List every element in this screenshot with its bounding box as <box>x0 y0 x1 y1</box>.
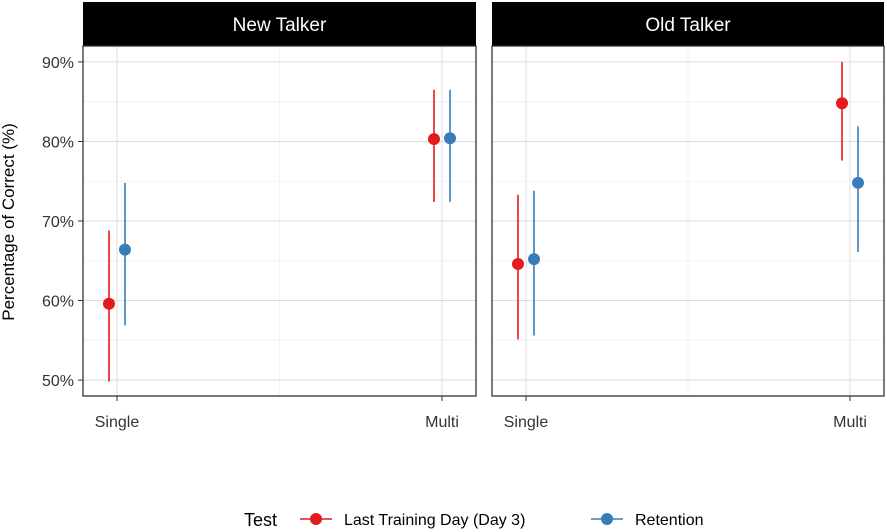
data-point <box>512 257 524 270</box>
legend-key-point <box>310 513 322 525</box>
legend-key-point <box>601 513 613 525</box>
x-tick-label: Single <box>95 414 140 431</box>
y-tick-label: 80% <box>42 134 74 151</box>
data-point <box>428 133 440 146</box>
legend-title: Test <box>244 510 277 530</box>
y-tick-label: 50% <box>42 373 74 390</box>
facet-strip <box>492 2 884 46</box>
x-tick-label: Multi <box>425 414 459 431</box>
y-axis-label: Percentage of Correct (%) <box>0 123 18 320</box>
legend-entry: Retention <box>591 512 704 529</box>
y-tick-label: 60% <box>42 294 74 311</box>
data-point <box>103 297 115 310</box>
panel-new-talker: New Talker Single Multi <box>82 2 477 431</box>
legend-entry: Last Training Day (Day 3) <box>300 512 525 529</box>
data-point <box>528 253 540 266</box>
legend-label: Retention <box>635 512 704 529</box>
panels: New Talker Single Multi Old Talker Single Mul… <box>82 2 885 431</box>
legend-label: Last Training Day (Day 3) <box>344 512 525 529</box>
panel-old-talker: Old Talker Single Multi <box>491 2 885 431</box>
y-tick-label: 70% <box>42 214 74 231</box>
data-point <box>444 132 456 145</box>
data-point <box>836 97 848 110</box>
facet-title: New Talker <box>233 15 327 36</box>
facet-title: Old Talker <box>645 15 731 36</box>
data-point <box>852 176 864 189</box>
y-tick-label: 90% <box>42 55 74 72</box>
legend: Test Last Training Day (Day 3) Retention <box>244 510 704 530</box>
data-point <box>119 243 131 256</box>
x-tick-label: Multi <box>833 414 867 431</box>
x-tick-label: Single <box>504 414 549 431</box>
facet-strip <box>83 2 476 46</box>
y-axis: 50% 60% 70% 80% 90% <box>42 55 83 390</box>
panel-border <box>491 45 885 397</box>
